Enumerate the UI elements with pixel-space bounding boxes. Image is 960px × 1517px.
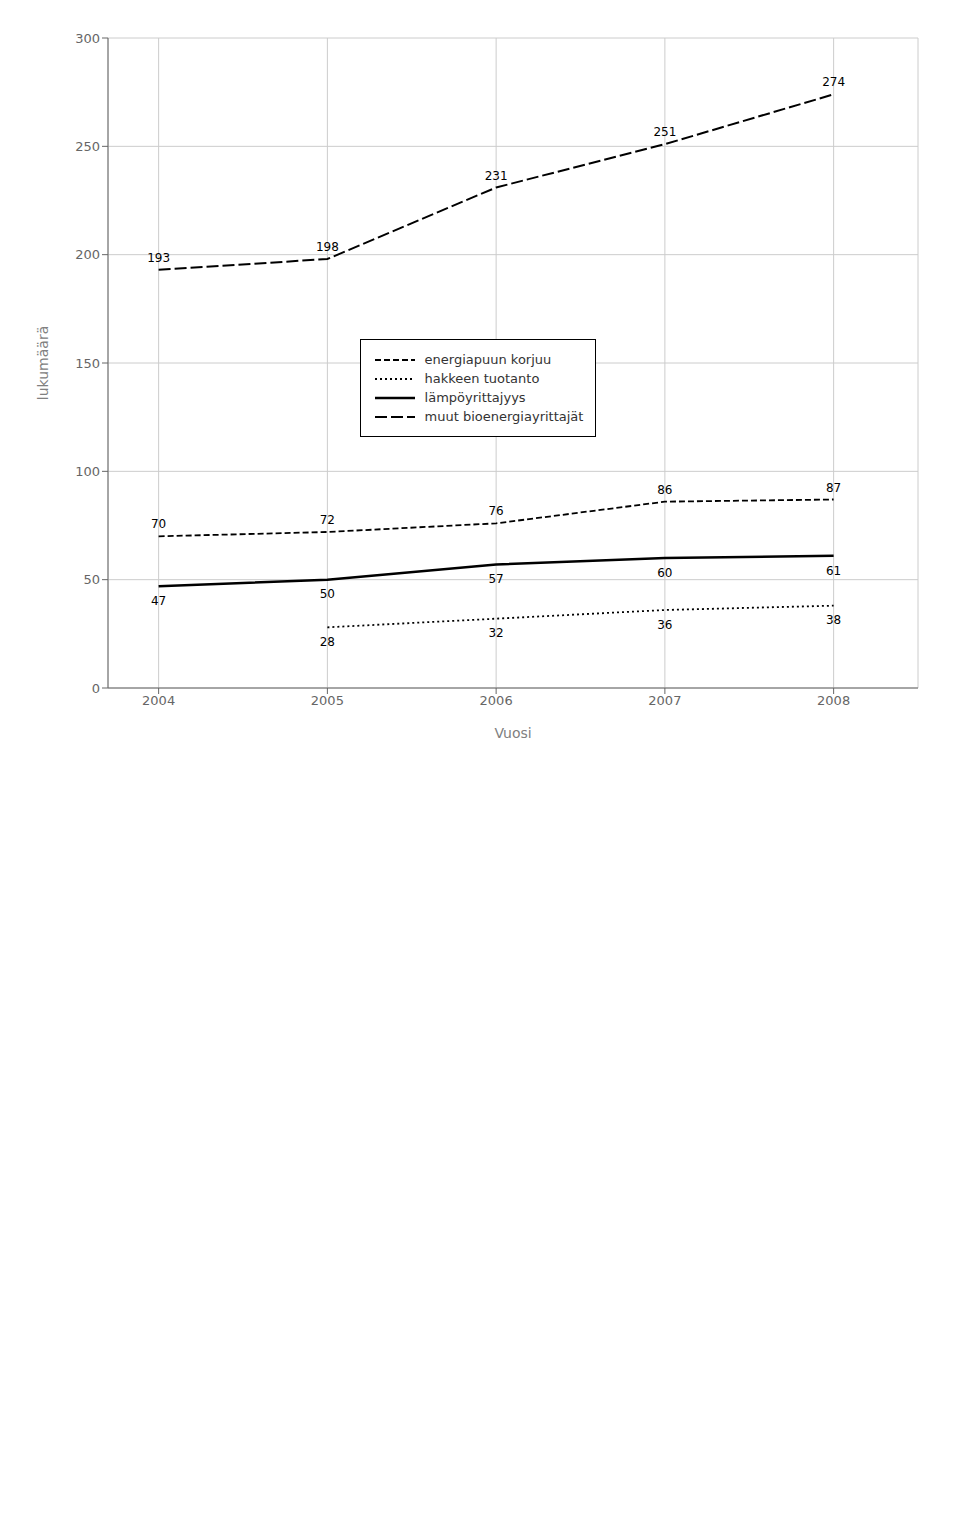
svg-text:2006: 2006 (480, 693, 513, 708)
svg-text:32: 32 (488, 626, 503, 640)
svg-text:198: 198 (316, 240, 339, 254)
svg-text:2008: 2008 (817, 693, 850, 708)
svg-text:50: 50 (320, 587, 335, 601)
svg-text:2004: 2004 (142, 693, 175, 708)
svg-text:86: 86 (657, 483, 672, 497)
svg-text:274: 274 (822, 75, 845, 89)
html-text:muut bioenergiayrittajät: muut bioenergiayrittajät (424, 409, 584, 424)
svg-text:231: 231 (485, 169, 508, 183)
svg-text:70: 70 (151, 517, 166, 531)
svg-text:150: 150 (75, 356, 100, 371)
html-text:lämpöyrittajyys: lämpöyrittajyys (424, 390, 526, 405)
html-text:energiapuun korjuu: energiapuun korjuu (424, 352, 552, 367)
svg-text:47: 47 (151, 594, 166, 608)
svg-text:76: 76 (488, 504, 503, 518)
svg-text:2007: 2007 (648, 693, 681, 708)
svg-text:251: 251 (653, 125, 676, 139)
svg-text:200: 200 (75, 247, 100, 262)
svg-text:0: 0 (92, 681, 100, 696)
svg-text:28: 28 (320, 635, 335, 649)
svg-text:193: 193 (147, 251, 170, 265)
svg-text:Vuosi: Vuosi (494, 725, 531, 741)
svg-text:36: 36 (657, 618, 672, 632)
svg-text:60: 60 (657, 566, 672, 580)
svg-text:87: 87 (826, 481, 841, 495)
svg-text:2005: 2005 (311, 693, 344, 708)
svg-text:lukumäärä: lukumäärä (35, 326, 51, 400)
svg-text:72: 72 (320, 513, 335, 527)
svg-text:50: 50 (83, 572, 100, 587)
html-text:hakkeen tuotanto: hakkeen tuotanto (424, 371, 540, 386)
svg-text:100: 100 (75, 464, 100, 479)
svg-text:38: 38 (826, 613, 841, 627)
svg-text:300: 300 (75, 31, 100, 46)
svg-text:57: 57 (488, 572, 503, 586)
svg-text:61: 61 (826, 564, 841, 578)
svg-text:250: 250 (75, 139, 100, 154)
